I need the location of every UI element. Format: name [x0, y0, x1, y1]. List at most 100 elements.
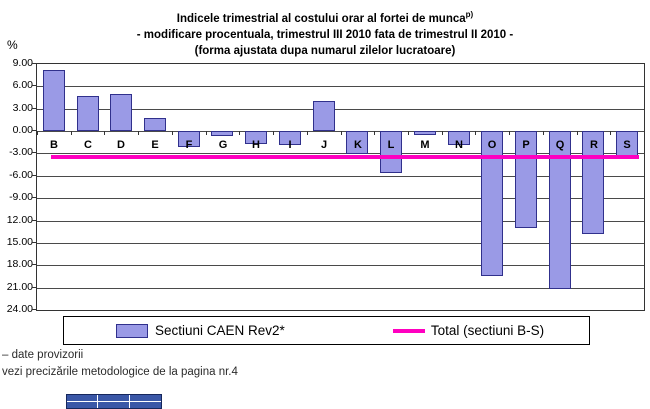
- chart-title-line3: (forma ajustata dupa numarul zilelor luc…: [194, 44, 456, 57]
- category-axis-tick: [307, 131, 308, 135]
- legend-item-total: Total (sectiuni B-S): [392, 323, 545, 338]
- category-label-K: K: [354, 139, 362, 151]
- category-axis-tick: [442, 131, 443, 135]
- bar-Q: [549, 131, 571, 289]
- category-axis-tick: [239, 131, 240, 135]
- y-tick-label: 24.00: [6, 303, 33, 315]
- bar-G: [211, 131, 233, 136]
- gridline-0: [37, 131, 644, 132]
- bar-F: [178, 131, 200, 147]
- y-tick-mark: [32, 152, 36, 153]
- bar-K: [346, 131, 368, 154]
- gridline-6: [37, 86, 644, 87]
- y-tick-mark: [32, 264, 36, 265]
- gridline--12: [37, 221, 644, 222]
- bar-B: [43, 70, 65, 131]
- chart-title-line1: Indicele trimestrial al costului orar al…: [0, 7, 650, 27]
- category-axis-tick: [172, 131, 173, 135]
- category-label-M: M: [420, 139, 430, 151]
- category-axis-tick: [509, 131, 510, 135]
- gridline--6: [37, 176, 644, 177]
- category-label-E: E: [151, 139, 159, 151]
- category-label-J: J: [320, 139, 328, 151]
- legend-box: Sectiuni CAEN Rev2* Total (sectiuni B-S): [63, 316, 590, 345]
- gridline--9: [37, 198, 644, 199]
- gridline--3: [37, 153, 644, 154]
- category-label-O: O: [487, 139, 497, 151]
- bar-N: [448, 131, 470, 145]
- y-tick-label: 12.00: [6, 214, 33, 226]
- y-tick-label: -3.00: [9, 146, 33, 158]
- y-tick-label: 0.00: [12, 124, 33, 136]
- y-axis-unit-label: %: [7, 38, 18, 52]
- category-axis-tick: [37, 131, 38, 135]
- bar-series-swatch-icon: [116, 323, 148, 338]
- category-axis-tick: [104, 131, 105, 135]
- chart-title-line2: - modificare procentuala, trimestrul III…: [136, 28, 514, 41]
- chart-title-line1-text: Indicele trimestrial al costului orar al…: [176, 12, 466, 25]
- gridline-3: [37, 109, 644, 110]
- category-axis-tick: [610, 131, 611, 135]
- y-tick-mark: [32, 130, 36, 131]
- gridline--21: [37, 288, 644, 289]
- category-label-S: S: [623, 139, 631, 151]
- footnote-provisional: – date provizorii: [2, 349, 84, 361]
- y-tick-mark: [32, 242, 36, 243]
- y-tick-mark: [32, 309, 36, 310]
- bar-E: [144, 118, 166, 131]
- legend-total-label: Total (sectiuni B-S): [430, 323, 545, 338]
- y-tick-label: -9.00: [9, 191, 33, 203]
- category-label-N: N: [455, 139, 463, 151]
- category-label-G: G: [218, 139, 228, 151]
- category-axis-tick: [273, 131, 274, 135]
- y-tick-label: 6.00: [12, 79, 33, 91]
- category-axis-tick: [71, 131, 72, 135]
- category-label-D: D: [117, 139, 125, 151]
- category-label-H: H: [252, 139, 260, 151]
- y-tick-mark: [32, 220, 36, 221]
- y-tick-mark: [32, 175, 36, 176]
- category-axis-tick: [206, 131, 207, 135]
- bar-H: [245, 131, 267, 144]
- category-axis-tick: [543, 131, 544, 135]
- y-tick-mark: [32, 63, 36, 64]
- title-superscript-provisional: p): [465, 10, 474, 19]
- category-axis-tick: [577, 131, 578, 135]
- y-tick-label: 9.00: [12, 57, 33, 69]
- gridline--15: [37, 243, 644, 244]
- category-axis-tick: [138, 131, 139, 135]
- category-label-B: B: [50, 139, 58, 151]
- legend-item-sections: Sectiuni CAEN Rev2*: [116, 323, 285, 338]
- bar-J: [313, 101, 335, 131]
- category-label-F: F: [185, 139, 193, 151]
- category-label-Q: Q: [555, 139, 565, 151]
- y-tick-mark: [32, 197, 36, 198]
- bar-O: [481, 131, 503, 276]
- y-tick-label: 18.00: [6, 258, 33, 270]
- category-axis-tick: [644, 131, 645, 135]
- bar-L: [380, 131, 402, 173]
- y-tick-label: -6.00: [9, 169, 33, 181]
- total-line: [51, 155, 639, 159]
- bar-M: [414, 131, 436, 135]
- y-tick-label: 21.00: [6, 281, 33, 293]
- gridline--18: [37, 265, 644, 266]
- y-tick-label: 15.00: [6, 236, 33, 248]
- category-label-R: R: [590, 139, 598, 151]
- category-label-I: I: [288, 139, 292, 151]
- legend-series-label: Sectiuni CAEN Rev2*: [155, 323, 285, 338]
- table-fragment-divider: [67, 401, 161, 402]
- total-line-swatch-icon: [392, 328, 425, 333]
- category-axis-tick: [374, 131, 375, 135]
- bar-I: [279, 131, 301, 145]
- footnote-methodology: vezi precizările metodologice de la pagi…: [2, 366, 238, 378]
- category-label-C: C: [84, 139, 92, 151]
- category-label-P: P: [522, 139, 530, 151]
- y-tick-mark: [32, 287, 36, 288]
- plot-area: B C D E F G H I J K L M N O P Q R S: [36, 63, 645, 311]
- category-axis-tick: [341, 131, 342, 135]
- y-tick-mark: [32, 108, 36, 109]
- category-label-L: L: [387, 139, 395, 151]
- chart-title: Indicele trimestrial al costului orar al…: [0, 7, 650, 59]
- y-tick-mark: [32, 85, 36, 86]
